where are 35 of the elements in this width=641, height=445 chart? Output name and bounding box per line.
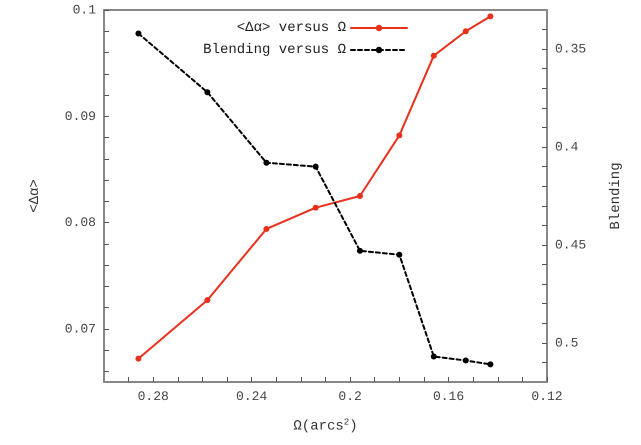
x-tick-label: 0.28 (138, 389, 169, 404)
y2-tick-label: 0.5 (555, 335, 578, 350)
y-tick-label: 0.07 (64, 321, 96, 336)
point (430, 354, 437, 360)
point (487, 13, 494, 20)
legend-label: Blending versus Ω (203, 42, 346, 58)
y2-axis-title: Blending (608, 162, 624, 230)
y2-tick-label: 0.35 (555, 42, 586, 57)
x-tick-label: 0.16 (432, 389, 464, 404)
y-tick-label: 0.1 (72, 2, 96, 18)
x-tick-label: 0.24 (236, 389, 268, 404)
legend-label: <Δα> versus Ω (236, 20, 346, 36)
y-axis-title: <Δα> (27, 179, 43, 213)
y2-tick-label: 0.4 (555, 140, 579, 155)
x-tick-label: 0.12 (531, 389, 563, 404)
point (263, 226, 270, 232)
point (204, 89, 210, 96)
point (135, 30, 142, 36)
point (204, 297, 210, 304)
point (263, 160, 270, 166)
point (135, 356, 142, 362)
point (462, 357, 469, 364)
point (487, 361, 494, 368)
point (396, 132, 402, 138)
point (396, 252, 402, 258)
point (356, 248, 363, 254)
point (312, 204, 319, 211)
x-tick-label: 0.2 (338, 389, 362, 404)
y2-tick-label: 0.45 (555, 237, 586, 252)
point (462, 28, 469, 34)
y-tick-label: 0.09 (64, 108, 96, 124)
point (356, 193, 363, 199)
y-tick-label: 0.08 (64, 215, 96, 230)
point (430, 52, 437, 59)
point (312, 164, 319, 170)
